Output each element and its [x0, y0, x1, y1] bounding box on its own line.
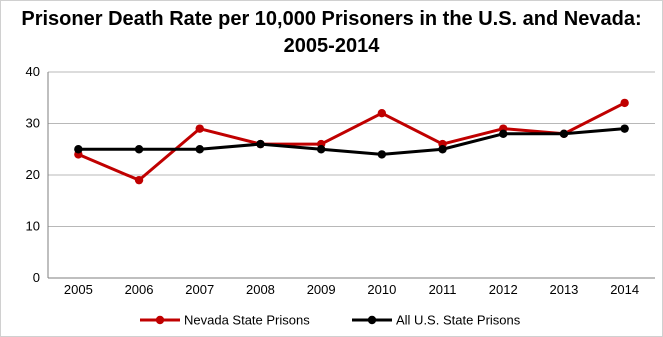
- chart-title: Prisoner Death Rate per 10,000 Prisoners…: [0, 6, 663, 60]
- y-tick-label: 30: [26, 116, 40, 131]
- x-tick-label: 2013: [549, 282, 578, 297]
- legend-label: All U.S. State Prisons: [396, 313, 521, 328]
- series-point-1: [134, 145, 144, 154]
- legend-swatch-marker: [367, 315, 377, 325]
- chart-title-line-1: Prisoner Death Rate per 10,000 Prisoners…: [21, 8, 642, 30]
- legend-swatch-marker: [155, 315, 165, 325]
- x-tick-label: 2012: [489, 282, 518, 297]
- series-point-1: [256, 139, 265, 149]
- x-tick-label: 2009: [307, 282, 336, 297]
- x-tick-label: 2008: [246, 282, 275, 297]
- y-tick-label: 20: [26, 167, 40, 182]
- series-line-1: [78, 127, 625, 156]
- legend-label: Nevada State Prisons: [184, 313, 310, 328]
- x-tick-label: 2005: [64, 282, 93, 297]
- series-point-0: [377, 109, 387, 118]
- series-point-1: [559, 129, 569, 138]
- x-tick-label: 2010: [367, 282, 396, 297]
- series-point-1: [499, 129, 508, 138]
- series-point-1: [74, 145, 83, 154]
- y-tick-label: 0: [33, 270, 40, 285]
- series-point-1: [316, 145, 326, 154]
- series-point-1: [377, 150, 387, 159]
- series-point-1: [438, 145, 447, 154]
- series-line-0: [77, 101, 626, 182]
- series-point-1: [195, 145, 204, 154]
- x-tick-label: 2006: [125, 282, 154, 297]
- y-tick-label: 40: [26, 64, 40, 79]
- x-tick-label: 2007: [185, 282, 214, 297]
- series-point-1: [620, 124, 629, 133]
- series-point-0: [134, 175, 144, 185]
- series-point-0: [195, 124, 204, 133]
- series-point-0: [620, 98, 629, 108]
- x-tick-label: 2011: [429, 282, 457, 297]
- x-tick-label: 2014: [610, 282, 639, 297]
- chart-title-line-2: 2005-2014: [283, 35, 380, 57]
- y-tick-label: 10: [26, 219, 40, 234]
